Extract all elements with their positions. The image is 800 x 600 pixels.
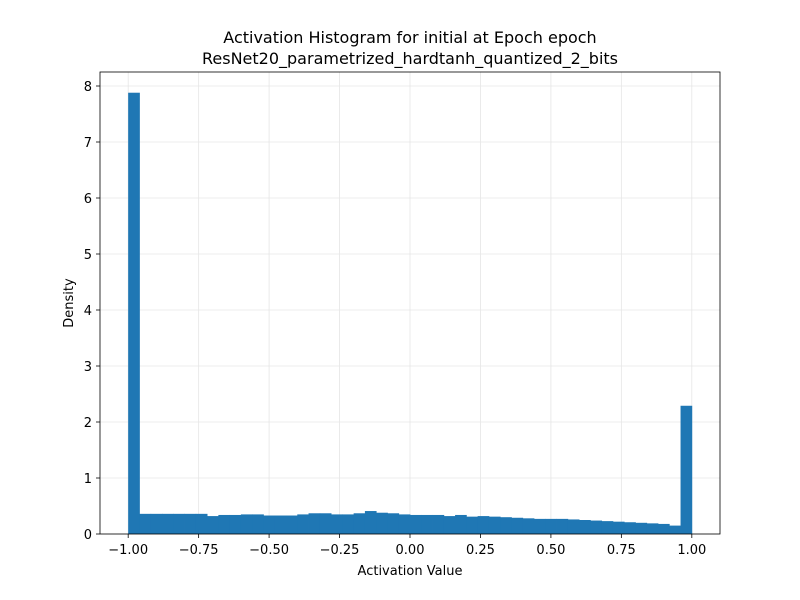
histogram-bar-34 (511, 517, 524, 534)
chart-title-line-1: Activation Histogram for initial at Epoc… (223, 28, 596, 47)
histogram-bar-38 (556, 518, 569, 534)
y-tick-label-1: 1 (84, 472, 92, 487)
plot-frame (99, 71, 721, 535)
y-tick-label-8: 8 (84, 80, 92, 95)
histogram-bar-49 (680, 405, 693, 534)
histogram-bar-19 (342, 514, 355, 534)
histogram-bar-37 (545, 518, 557, 534)
x-axis-label: Activation Value (358, 564, 463, 579)
histogram-bar-4 (173, 513, 185, 534)
x-tick-label-3: −0.25 (320, 543, 360, 558)
histogram-bar-0 (128, 92, 140, 534)
histogram-bar-36 (534, 518, 546, 534)
histogram-bar-45 (635, 522, 648, 534)
histogram-bar-47 (658, 523, 670, 534)
chart-title-line-2: ResNet20_parametrized_hardtanh_quantized… (202, 49, 618, 69)
x-tick-label-0: −1.00 (108, 543, 148, 558)
histogram-bar-13 (274, 515, 287, 534)
histogram-bar-7 (207, 516, 219, 534)
axis-ticks: −1.00 −0.75 −0.50 −0.25 0.00 0.25 0.50 0.75 1.00… (84, 80, 707, 558)
histogram-bar-5 (184, 513, 197, 534)
histogram-bar-26 (421, 514, 433, 534)
histogram-bar-8 (218, 514, 231, 534)
y-tick-label-3: 3 (84, 360, 92, 375)
histogram-bar-16 (308, 513, 321, 534)
histogram-bar-42 (601, 521, 614, 534)
histogram-bar-2 (150, 513, 163, 534)
histogram-bar-17 (319, 513, 332, 534)
histogram-bar-33 (500, 517, 512, 534)
x-tick-label-1: −0.75 (179, 543, 219, 558)
histogram-bars (128, 92, 693, 534)
histogram-bar-18 (331, 514, 343, 534)
histogram-bar-20 (353, 513, 366, 534)
histogram-bar-10 (240, 514, 253, 534)
grid (100, 72, 720, 535)
histogram-bar-9 (229, 514, 242, 534)
histogram-bar-21 (364, 511, 377, 534)
histogram-bar-35 (522, 518, 535, 534)
histogram-bar-31 (477, 516, 490, 534)
histogram-bar-32 (488, 516, 501, 534)
histogram-bar-40 (579, 520, 591, 534)
histogram-bar-25 (410, 514, 422, 534)
histogram-bar-6 (195, 513, 208, 534)
histogram-bar-23 (387, 513, 400, 534)
histogram-bar-41 (590, 520, 603, 534)
y-tick-label-2: 2 (84, 416, 92, 431)
histogram-bar-39 (567, 519, 580, 534)
histogram-bar-15 (297, 514, 309, 534)
y-tick-label-0: 0 (84, 528, 92, 543)
y-tick-label-4: 4 (84, 304, 92, 319)
x-tick-label-8: 1.00 (677, 543, 706, 558)
histogram-bar-3 (162, 513, 174, 534)
histogram-bar-24 (398, 514, 411, 534)
histogram-bar-1 (139, 513, 152, 534)
histogram-bar-48 (669, 525, 681, 534)
histogram-bar-28 (443, 516, 456, 534)
x-tick-label-5: 0.25 (466, 543, 495, 558)
histogram-bar-44 (624, 522, 636, 534)
y-axis-label: Density (62, 278, 77, 328)
histogram-bar-46 (646, 523, 659, 534)
histogram-bar-22 (376, 512, 388, 534)
x-tick-label-6: 0.50 (536, 543, 565, 558)
x-tick-label-2: −0.50 (249, 543, 289, 558)
x-tick-label-7: 0.75 (607, 543, 636, 558)
x-tick-label-4: 0.00 (396, 543, 425, 558)
histogram-bar-43 (612, 521, 625, 534)
histogram-bar-14 (286, 515, 298, 534)
y-tick-label-6: 6 (84, 192, 92, 207)
histogram-bar-12 (263, 515, 276, 534)
histogram-bar-30 (466, 516, 479, 534)
y-tick-label-5: 5 (84, 248, 92, 263)
histogram-bar-27 (432, 514, 445, 534)
y-tick-label-7: 7 (84, 136, 92, 151)
histogram-bar-29 (455, 514, 467, 534)
histogram-bar-11 (252, 514, 264, 534)
